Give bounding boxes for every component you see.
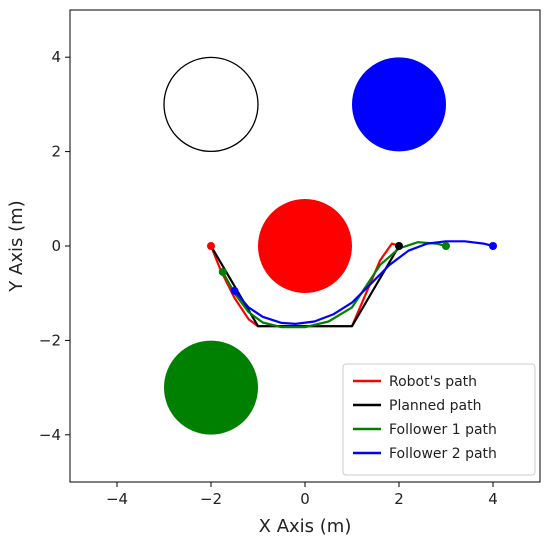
y-tick-label: −2 (39, 331, 61, 349)
legend-label-robot-s-path: Robot's path (389, 374, 477, 390)
y-tick-label: 0 (51, 237, 61, 255)
x-tick-label: −4 (106, 490, 128, 508)
marker-follower-2-path (230, 286, 239, 295)
y-tick-label: 4 (51, 48, 61, 66)
series-line-follower-1-path (221, 241, 448, 329)
paths-group (209, 240, 495, 329)
y-tick-label: 2 (51, 143, 61, 161)
y-ticks: −4 −2 0 2 4 (39, 48, 70, 444)
marker-follower-1-path (218, 267, 227, 276)
x-axis-label: X Axis (m) (259, 516, 352, 537)
legend-label-planned-path: Planned path (389, 398, 481, 414)
series-line-follower-2-path (233, 240, 495, 325)
legend-label-follower-2-path: Follower 2 path (389, 446, 497, 462)
x-tick-label: 4 (488, 490, 498, 508)
x-tick-label: 0 (300, 490, 310, 508)
legend-label-follower-1-path: Follower 1 path (389, 422, 497, 438)
marker-robot-s-path-0 (207, 242, 215, 250)
marker-follower-1-path-1 (442, 242, 450, 250)
obstacle-blue-circle (352, 57, 446, 152)
y-tick-label: −4 (39, 426, 61, 444)
obstacle-hollow-circle (163, 56, 259, 153)
obstacle-green-circle (164, 340, 258, 435)
marker-planned-path (395, 242, 403, 250)
marker-follower-2-path-2 (489, 242, 497, 250)
x-tick-label: −2 (200, 490, 222, 508)
legend: Robot's path Planned path Follower 1 path F… (342, 363, 536, 476)
x-ticks: −4 −2 0 2 4 (106, 482, 498, 508)
x-tick-label: 2 (394, 490, 404, 508)
y-axis-label: Y Axis (m) (6, 200, 27, 292)
legend-box (342, 363, 536, 476)
markers-group (207, 242, 497, 295)
obstacle-red-circle (258, 199, 352, 293)
obstacles-group (163, 56, 446, 435)
